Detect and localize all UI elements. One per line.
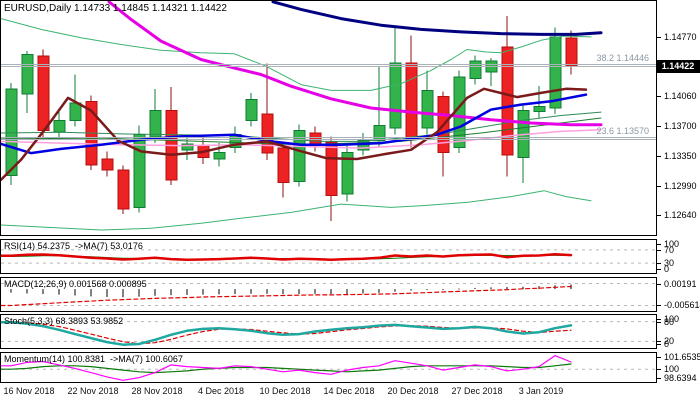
axis-tick — [657, 250, 661, 251]
axis-tick — [657, 37, 661, 38]
rsi-pane-label: RSI(14) 54.2375 ->MA(7) 53.0176 — [4, 241, 143, 251]
axis-tick — [657, 305, 661, 306]
date-label: 14 Dec 2018 — [323, 386, 375, 396]
axis-tick — [657, 244, 661, 245]
rsi-axis-label: 100 — [664, 239, 680, 249]
price-axis-label: 1.13350 — [664, 151, 697, 161]
macd-plot[interactable] — [1, 278, 656, 311]
stochastic-plot[interactable] — [1, 315, 656, 348]
axis-tick — [657, 357, 661, 358]
macd-axis-label: -0.005614 — [664, 300, 700, 310]
rsi-axis-label: 30 — [664, 258, 675, 268]
rsi-plot[interactable] — [1, 240, 656, 273]
rsi-axis-label: 0 — [664, 264, 670, 274]
fib-level-label: 23.6 1.13570 — [596, 126, 649, 136]
price-axis-label: 1.12640 — [664, 210, 697, 220]
stoch-axis-label: 20 — [664, 336, 675, 346]
axis-tick — [657, 322, 661, 323]
axis-tick — [657, 156, 661, 157]
axis-tick — [657, 263, 661, 264]
rsi-axis-label: 70 — [664, 245, 675, 255]
date-label: 16 Nov 2018 — [3, 386, 55, 396]
axis-tick — [657, 126, 661, 127]
axis-tick — [657, 341, 661, 342]
macd-pane-label: MACD(12,26,9) 0.001568 0.000895 — [4, 279, 147, 289]
stoch-axis-label: 100 — [664, 314, 680, 324]
macd-indicator-pane[interactable]: MACD(12,26,9) 0.001568 0.000895 — [0, 277, 657, 312]
stoch-axis-label: 80 — [664, 317, 675, 327]
date-label: 20 Dec 2018 — [387, 386, 439, 396]
main-price-pane[interactable]: 38.2 1.14446 23.6 1.13570 EURUSD,Daily 1.… — [0, 0, 657, 236]
momentum-axis-label: 98.6394 — [664, 373, 697, 383]
date-label: 3 Jan 2019 — [518, 386, 564, 396]
current-price-tag: 1.14422 — [656, 60, 700, 73]
price-axis-label: 1.12990 — [664, 181, 697, 191]
rsi-indicator-pane[interactable]: RSI(14) 54.2375 ->MA(7) 53.0176 — [0, 239, 657, 274]
axis-tick — [657, 186, 661, 187]
momentum-axis-label: 101.6535 — [664, 352, 700, 362]
axis-tick — [657, 284, 661, 285]
axis-tick — [657, 344, 661, 345]
axis-tick — [657, 369, 661, 370]
momentum-axis-label: 100 — [664, 364, 680, 374]
axis-tick — [657, 96, 661, 97]
stoch-axis-label: 0 — [664, 339, 670, 349]
date-label: 4 Dec 2018 — [197, 386, 245, 396]
axis-tick — [657, 269, 661, 270]
price-axis-label: 1.13700 — [664, 121, 697, 131]
momentum-pane-label: Momentum(14) 100.8381 ->MA(7) 100.6067 — [4, 354, 183, 364]
stochastic-pane-label: Stoch(5,3,3) 68.3893 53.9852 — [4, 316, 124, 326]
candlestick-chart[interactable]: 38.2 1.14446 23.6 1.13570 — [1, 1, 656, 235]
date-label: 28 Nov 2018 — [131, 386, 183, 396]
axis-tick — [657, 319, 661, 320]
axis-tick — [657, 378, 661, 379]
momentum-plot[interactable] — [1, 353, 656, 382]
price-axis-label: 1.14770 — [664, 32, 697, 42]
price-axis-label: 1.14060 — [664, 91, 697, 101]
macd-axis-label: 0.00191 — [664, 279, 697, 289]
chart-title-ohlc: EURUSD,Daily 1.14733 1.14845 1.14321 1.1… — [4, 3, 227, 14]
date-label: 10 Dec 2018 — [259, 386, 311, 396]
fib-level-label: 38.2 1.14446 — [596, 53, 649, 63]
date-label: 22 Nov 2018 — [67, 386, 119, 396]
price-axis[interactable]: 1.14770 1.14422 1.14060 1.13700 1.13350 1.129… — [656, 0, 700, 400]
date-label: 27 Dec 2018 — [451, 386, 503, 396]
momentum-indicator-pane[interactable]: Momentum(14) 100.8381 ->MA(7) 100.6067 — [0, 352, 657, 383]
stochastic-indicator-pane[interactable]: Stoch(5,3,3) 68.3893 53.9852 — [0, 314, 657, 349]
axis-tick — [657, 215, 661, 216]
